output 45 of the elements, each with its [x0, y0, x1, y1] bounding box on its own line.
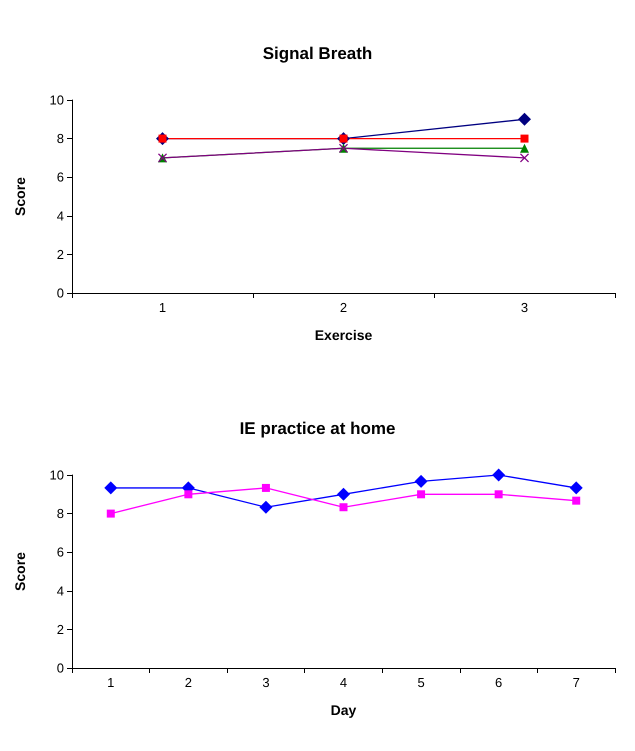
- chart-title: IE practice at home: [240, 419, 396, 438]
- point: [570, 481, 583, 494]
- y-tick-label: 0: [56, 286, 64, 300]
- x-axis-title: Day: [330, 702, 357, 718]
- x-tick-label: 1: [107, 675, 114, 690]
- y-tick-label: 0: [56, 660, 64, 676]
- x-tick-label: 3: [520, 300, 528, 315]
- point: [104, 481, 118, 494]
- point: [572, 496, 580, 505]
- y-tick-label: 2: [56, 246, 64, 262]
- point: [340, 503, 348, 512]
- point: [520, 144, 529, 153]
- point: [492, 468, 506, 482]
- x-axis-title: Exercise: [314, 327, 373, 343]
- y-tick-label: 4: [56, 208, 64, 224]
- point: [337, 488, 350, 501]
- point: [184, 490, 192, 498]
- y-axis-title: Score: [12, 176, 28, 216]
- point: [520, 134, 528, 143]
- point: [417, 490, 426, 498]
- x-tick-label: 7: [572, 675, 580, 690]
- point: [262, 484, 270, 492]
- y-tick-label: 8: [56, 506, 64, 522]
- y-tick-label: 10: [50, 92, 64, 108]
- point: [106, 510, 115, 518]
- x-tick-label: 4: [340, 675, 348, 690]
- y-tick-label: 2: [56, 622, 64, 637]
- chart-title: Signal Breath: [262, 44, 372, 63]
- x-tick-label: 2: [184, 675, 192, 690]
- y-tick-label: 8: [56, 131, 64, 146]
- point: [520, 153, 529, 162]
- y-tick-label: 4: [56, 583, 64, 598]
- x-tick-label: 1: [158, 300, 166, 315]
- point: [259, 500, 272, 514]
- point: [518, 112, 531, 126]
- x-tick-label: 2: [340, 300, 348, 315]
- y-tick-label: 6: [56, 544, 64, 560]
- x-tick-label: 5: [417, 675, 425, 690]
- x-tick-label: 6: [495, 675, 502, 690]
- y-axis-title: Score: [12, 552, 28, 591]
- point: [414, 474, 428, 488]
- point: [494, 490, 503, 498]
- x-tick-label: 3: [262, 675, 270, 690]
- y-tick-label: 10: [50, 468, 64, 482]
- y-tick-label: 6: [56, 170, 64, 185]
